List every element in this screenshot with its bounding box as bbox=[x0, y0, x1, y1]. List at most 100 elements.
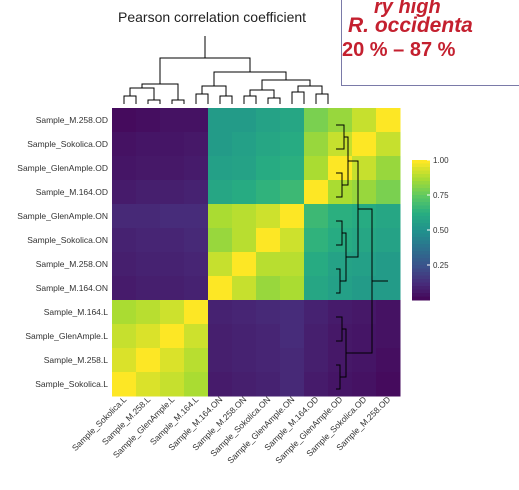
dendro-top-link bbox=[171, 99, 185, 104]
colorbar-segment bbox=[412, 212, 430, 217]
dendro-top-link bbox=[267, 97, 281, 104]
row-label: Sample_M.258.OD bbox=[36, 115, 108, 125]
heatmap-cell bbox=[160, 252, 185, 277]
heatmap-cell bbox=[304, 156, 329, 181]
heatmap-cell bbox=[112, 276, 137, 301]
colorbar-segment bbox=[412, 160, 430, 164]
heatmap-cell bbox=[352, 348, 377, 373]
heatmap-cell bbox=[232, 108, 257, 133]
heatmap-cell bbox=[328, 324, 353, 349]
heatmap-cell bbox=[208, 324, 233, 349]
colorbar-segment bbox=[412, 202, 430, 206]
heatmap-cell bbox=[136, 324, 161, 349]
heatmap-cell bbox=[232, 180, 257, 205]
dendro-top-link bbox=[261, 79, 311, 90]
colorbar-segment bbox=[412, 233, 430, 238]
heatmap-cell bbox=[184, 300, 209, 325]
heatmap-cell bbox=[112, 252, 137, 277]
row-label: Sample_M.258.L bbox=[44, 355, 109, 365]
heatmap-cell bbox=[136, 108, 161, 133]
heatmap-cell bbox=[112, 300, 137, 325]
row-label: Sample_M.164.ON bbox=[36, 283, 108, 293]
heatmap-cell bbox=[232, 132, 257, 157]
colorbar-segment bbox=[412, 195, 430, 199]
colorbar-segment bbox=[412, 289, 430, 294]
heatmap-cell bbox=[136, 348, 161, 373]
heatmap-cell bbox=[256, 252, 281, 277]
heatmap-cell bbox=[208, 156, 233, 181]
heatmap-cell bbox=[280, 324, 305, 349]
colorbar-segment bbox=[412, 216, 430, 220]
heatmap-cell bbox=[352, 204, 377, 229]
heatmap-cell bbox=[304, 300, 329, 325]
heatmap-cell bbox=[256, 228, 281, 253]
heatmap-cell bbox=[376, 132, 401, 157]
row-labels: Sample_M.258.OD Sample_Sokolica.OD Sample_… bbox=[17, 115, 108, 389]
row-label: Sample_GlenAmple.ON bbox=[17, 211, 108, 221]
heatmap-cell bbox=[112, 324, 137, 349]
heatmap-cell bbox=[304, 324, 329, 349]
colorbar-segment bbox=[412, 226, 430, 231]
heatmap-cell bbox=[184, 132, 209, 157]
colorbar-segment bbox=[412, 167, 430, 171]
row-label: Sample_Sokolica.ON bbox=[27, 235, 108, 245]
colorbar-segment bbox=[412, 177, 430, 182]
heatmap-cell bbox=[184, 252, 209, 277]
heatmap-cell bbox=[376, 324, 401, 349]
heatmap-cell bbox=[304, 276, 329, 301]
heatmap-cell bbox=[184, 108, 209, 133]
heatmap-cell bbox=[112, 228, 137, 253]
dendro-top-link bbox=[219, 95, 233, 104]
heatmap-cell bbox=[376, 204, 401, 229]
heatmap-cell bbox=[280, 228, 305, 253]
heatmap-cell bbox=[256, 132, 281, 157]
heatmap-cell bbox=[280, 156, 305, 181]
heatmap-cell bbox=[328, 228, 353, 253]
dendro-top-link bbox=[129, 87, 155, 100]
heatmap-cell bbox=[256, 372, 281, 397]
heatmap-cell bbox=[184, 348, 209, 373]
heatmap-cell bbox=[160, 108, 185, 133]
heatmap-cell bbox=[352, 180, 377, 205]
heatmap-cell bbox=[304, 180, 329, 205]
heatmap-cell bbox=[256, 276, 281, 301]
callout-line-1: ry high bbox=[374, 0, 441, 18]
colorbar-segment bbox=[412, 184, 430, 189]
colorbar-segment bbox=[412, 251, 430, 255]
heatmap-cell bbox=[232, 348, 257, 373]
heatmap-cell bbox=[280, 204, 305, 229]
heatmap-cell bbox=[328, 204, 353, 229]
heatmap-cell bbox=[328, 180, 353, 205]
heatmap-cell bbox=[280, 348, 305, 373]
colorbar-segment bbox=[412, 247, 430, 252]
heatmap-cell bbox=[136, 252, 161, 277]
heatmap-cell bbox=[304, 228, 329, 253]
heatmap-cell bbox=[208, 180, 233, 205]
heatmap-cell bbox=[280, 372, 305, 397]
column-dendrogram bbox=[123, 36, 329, 104]
heatmap-cell bbox=[208, 348, 233, 373]
heatmap-cell bbox=[184, 276, 209, 301]
heatmap-cell bbox=[136, 204, 161, 229]
heatmap-cell bbox=[232, 372, 257, 397]
heatmap-cell bbox=[376, 180, 401, 205]
row-dendrogram bbox=[336, 124, 388, 390]
heatmap-cell bbox=[136, 276, 161, 301]
heatmap-cell bbox=[328, 132, 353, 157]
heatmap-cell bbox=[352, 156, 377, 181]
heatmap-cell bbox=[136, 372, 161, 397]
colorbar-segment bbox=[412, 296, 430, 301]
heatmap-cell bbox=[136, 156, 161, 181]
heatmap-cell bbox=[232, 252, 257, 277]
colorbar-segment bbox=[412, 240, 430, 245]
heatmap-cell bbox=[112, 180, 137, 205]
heatmap-cell bbox=[208, 252, 233, 277]
heatmap-cell bbox=[232, 300, 257, 325]
heatmap-cell bbox=[352, 276, 377, 301]
heatmap-cell bbox=[256, 180, 281, 205]
heatmap-cell bbox=[376, 252, 401, 277]
dendro-top-link bbox=[123, 95, 137, 104]
heatmap-cell bbox=[184, 180, 209, 205]
heatmap-cell bbox=[160, 300, 185, 325]
heatmap-cell bbox=[208, 108, 233, 133]
